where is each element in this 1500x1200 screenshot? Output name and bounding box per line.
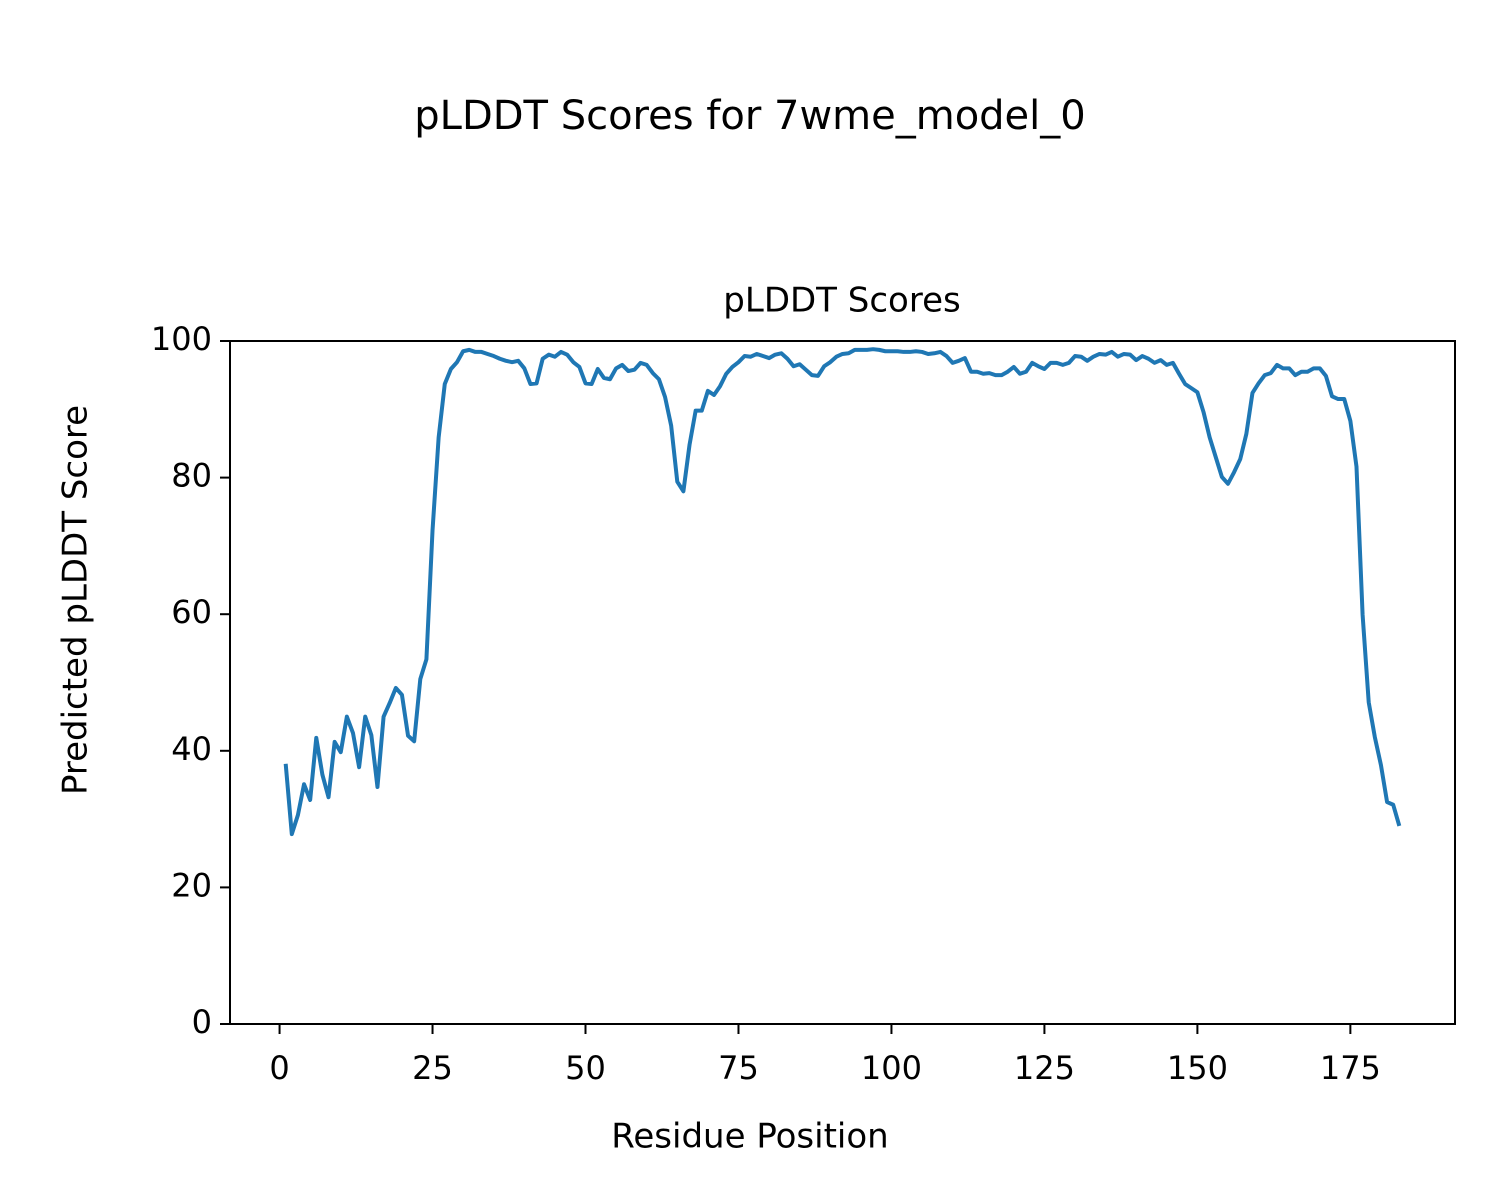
- y-tick-label: 20: [171, 866, 212, 904]
- axes-frame: [229, 340, 1456, 1025]
- x-tick-label: 0: [269, 1049, 289, 1087]
- x-tick-label: 50: [565, 1049, 606, 1087]
- y-tick-label: 100: [151, 320, 212, 358]
- y-tick-label: 0: [192, 1003, 212, 1041]
- y-axis-label: Predicted pLDDT Score: [56, 405, 96, 795]
- y-tick-label: 40: [171, 730, 212, 768]
- y-tick-label: 60: [171, 593, 212, 631]
- x-tick-label: 75: [718, 1049, 759, 1087]
- x-tick-label: 125: [1014, 1049, 1075, 1087]
- x-tick-label: 25: [412, 1049, 453, 1087]
- x-tick-label: 100: [861, 1049, 922, 1087]
- x-tick-label: 175: [1320, 1049, 1381, 1087]
- axes-title: pLDDT Scores: [723, 281, 960, 321]
- x-axis-label: Residue Position: [611, 1117, 888, 1157]
- line-series: [283, 347, 1402, 837]
- x-tick-label: 150: [1167, 1049, 1228, 1087]
- y-tick-label: 80: [171, 457, 212, 495]
- figure-title: pLDDT Scores for 7wme_model_0: [414, 93, 1085, 139]
